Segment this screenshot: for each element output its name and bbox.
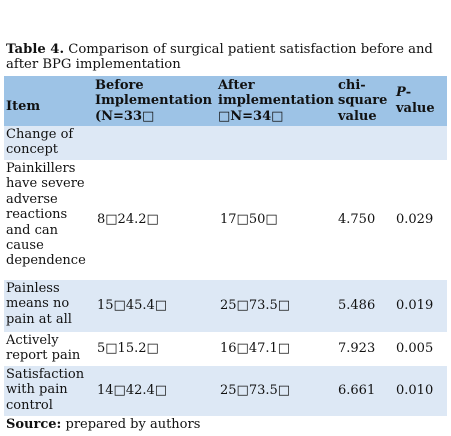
header-p-letter: P (396, 85, 406, 101)
row-before: 14□42.4□ (97, 383, 168, 399)
header-after-line1: After (218, 77, 255, 93)
row-item: Change of concept (6, 127, 74, 158)
table-number: Table 4. (6, 42, 65, 57)
header-p-dash: - (405, 85, 412, 101)
row-after (216, 126, 336, 160)
satisfaction-table: Item Before Implementation (N=33□ After … (4, 76, 447, 416)
row-p: 0.005 (396, 341, 434, 357)
header-after: After implementation □N=34□ (216, 76, 336, 126)
table-row: Satisfaction with pain control 14□42.4□ … (4, 366, 447, 416)
row-chi (336, 126, 394, 160)
table-row: Change of concept (4, 126, 447, 160)
row-after: 17□50□ (220, 212, 278, 228)
row-item: Satisfaction with pain control (6, 367, 85, 413)
source-label: Source: (6, 417, 62, 432)
header-after-line2: implementation (218, 93, 334, 109)
row-before: 15□45.4□ (97, 298, 168, 314)
row-before: 8□24.2□ (97, 212, 159, 228)
row-p (394, 126, 447, 160)
header-chi-line3: value (338, 108, 377, 124)
source-text: prepared by authors (61, 417, 201, 432)
header-chi-square: chi- square value (336, 76, 394, 126)
table-row: Painless means no pain at all 15□45.4□ 2… (4, 280, 447, 332)
row-before: 5□15.2□ (97, 341, 159, 357)
row-p: 0.029 (396, 212, 434, 228)
row-after: 25□73.5□ (220, 383, 291, 399)
source-note: Source: prepared by authors (6, 417, 200, 432)
row-item: Actively report pain (6, 333, 81, 364)
row-item: Painkillers have severe adverse reaction… (6, 161, 86, 269)
row-p: 0.010 (396, 383, 434, 399)
row-chi: 7.923 (338, 341, 376, 357)
header-p-line2: value (396, 100, 435, 116)
row-chi: 6.661 (338, 383, 376, 399)
table-row: Painkillers have severe adverse reaction… (4, 160, 447, 280)
header-chi-line2: square (338, 93, 388, 109)
caption-text: Comparison of surgical patient satisfact… (6, 42, 433, 72)
header-chi-line1: chi- (338, 77, 366, 93)
header-before-line1: Before (95, 77, 144, 93)
row-item: Painless means no pain at all (6, 281, 72, 327)
header-before-line2: Implementation (95, 93, 213, 109)
table-row: Actively report pain 5□15.2□ 16□47.1□ 7.… (4, 332, 447, 366)
header-before: Before Implementation (N=33□ (93, 76, 216, 126)
row-after: 16□47.1□ (220, 341, 291, 357)
table-header-row: Item Before Implementation (N=33□ After … (4, 76, 447, 126)
table-caption: Table 4. Comparison of surgical patient … (6, 42, 446, 72)
row-before (93, 126, 216, 160)
row-after: 25□73.5□ (220, 298, 291, 314)
header-before-line3: (N=33□ (95, 108, 155, 124)
row-chi: 5.486 (338, 298, 376, 314)
header-p-value: P- value (394, 76, 447, 126)
header-after-line3: □N=34□ (218, 108, 284, 124)
row-p: 0.019 (396, 298, 434, 314)
row-chi: 4.750 (338, 212, 376, 228)
header-item: Item (6, 99, 41, 115)
